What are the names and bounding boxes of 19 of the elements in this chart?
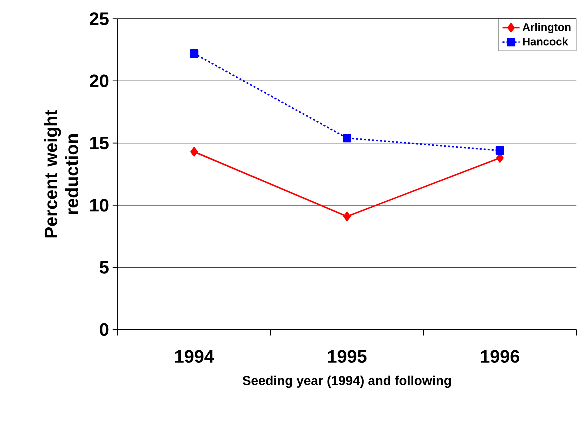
x-tick-label: 1995 [328,350,367,364]
y-tick-label: 25 [90,12,109,26]
point [496,146,504,156]
y-tick-label: 10 [90,199,109,212]
legend-label: Arlington [522,23,571,34]
y-tick-label: 15 [90,137,109,150]
y-tick-label: 20 [90,74,109,88]
point [496,154,504,164]
x-axis-title: Seeding year (1994) and following [242,376,452,388]
point [190,50,199,58]
legend-label: Hancock [523,38,568,46]
y-tick-label: 0 [100,324,109,336]
point [343,134,352,143]
x-tick-label: 1996 [481,350,520,364]
point [344,212,352,222]
y-tick-label: 5 [100,261,109,274]
y-axis-title: Percent weight reduction [44,110,79,238]
point [190,147,198,157]
x-tick-label: 1994 [175,350,214,364]
